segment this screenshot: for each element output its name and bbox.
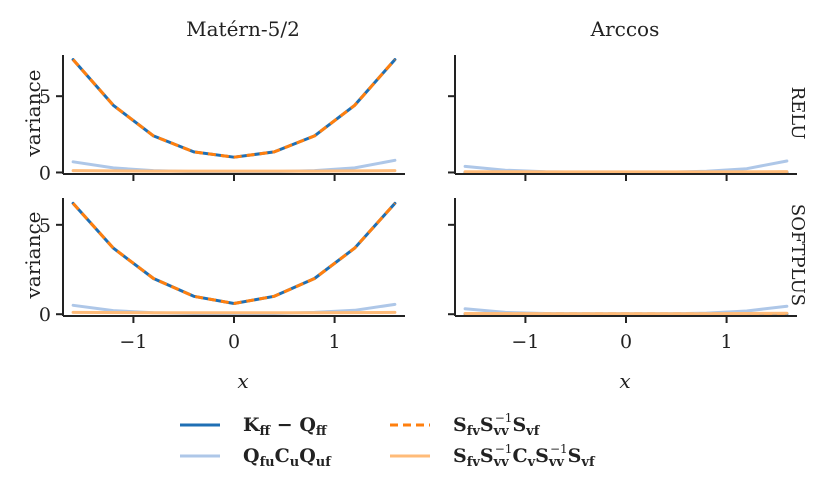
series-line-sfv-svv-svf — [71, 58, 397, 159]
y-tick-label: 5 — [39, 86, 51, 108]
x-axis-label-left: x — [237, 369, 248, 393]
panel-arccos-softplus: −1 0 1 — [448, 198, 797, 353]
legend-label-scs: SfvSvv−1CvSvv−1Svf — [453, 442, 596, 470]
panel-arccos-relu — [448, 55, 797, 181]
series-line-sfv-svv-svf — [71, 202, 397, 305]
x-tick-label: −1 — [511, 331, 539, 353]
column-title-matern: Matérn-5/2 — [186, 17, 300, 41]
y-axis-label-top: variance — [21, 69, 45, 157]
legend-entry-qfu-cu-quf: QfuCuQuf — [180, 445, 332, 470]
x-tick-label: 0 — [228, 331, 240, 353]
legend-entry-sfv-cv-svf: SfvSvv−1CvSvv−1Svf — [390, 442, 596, 470]
y-tick-label: 0 — [39, 162, 51, 184]
x-tick-label: 1 — [721, 331, 733, 353]
series-line-sfv-cv-svf — [71, 169, 397, 173]
legend-entry-sfv-svv-svf: SfvSvv−1Svf — [390, 411, 541, 439]
x-axis-label-right: x — [619, 369, 630, 393]
legend: Kff − Qff QfuCuQuf SfvSvv−1Svf SfvSvv−1C… — [180, 411, 596, 470]
series-line-kff-minus-qff — [71, 58, 397, 159]
legend-label-sss: SfvSvv−1Svf — [453, 411, 541, 439]
x-tick-label: 0 — [620, 331, 632, 353]
legend-label-kff: Kff − Qff — [243, 414, 328, 439]
x-tick-label: −1 — [119, 331, 147, 353]
panel-matern-softplus: 0 5 −1 0 1 — [39, 198, 405, 353]
y-tick-label: 0 — [39, 304, 51, 326]
row-title-softplus: SOFTPLUS — [787, 204, 808, 306]
y-tick-label: 5 — [39, 215, 51, 237]
row-title-relu: RELU — [787, 87, 808, 140]
legend-entry-kff-minus-qff: Kff − Qff — [180, 414, 328, 439]
x-tick-label: 1 — [329, 331, 341, 353]
legend-label-qcq: QfuCuQuf — [243, 445, 332, 470]
y-axis-label-bottom: variance — [21, 211, 45, 299]
column-title-arccos: Arccos — [590, 17, 660, 41]
panel-matern-relu: 05 — [39, 55, 405, 184]
